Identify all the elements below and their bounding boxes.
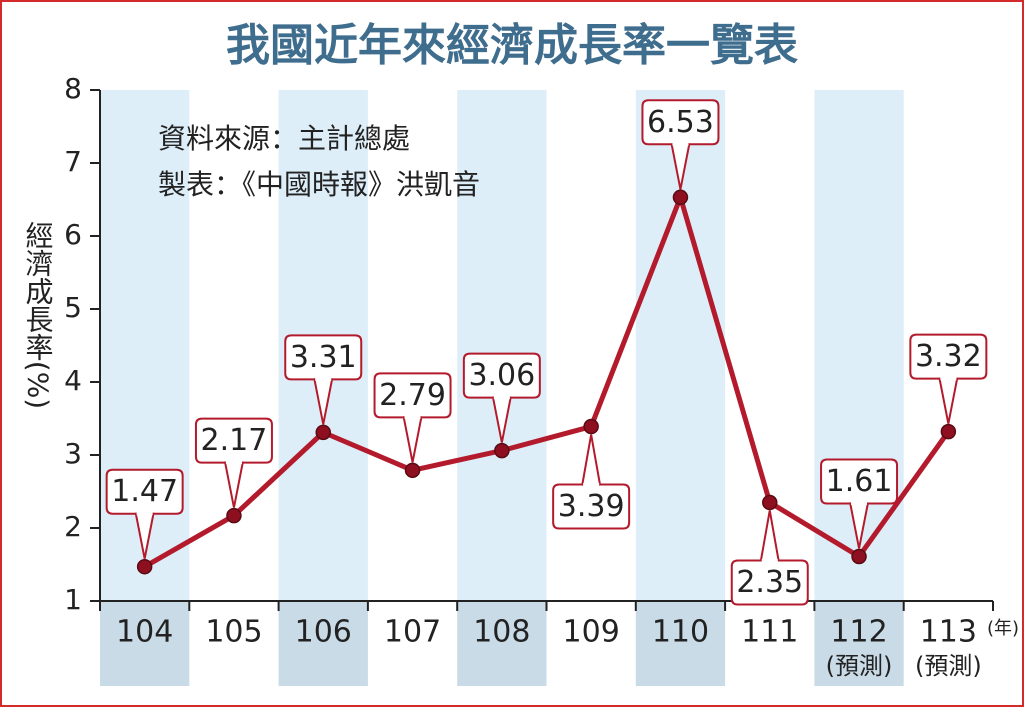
y-tick-label: 5 (64, 291, 82, 324)
note: 製表：《中國時報》洪凱音 (158, 168, 480, 201)
x-tick-label: 108 (473, 615, 530, 650)
x-tick-label: 112 (830, 615, 887, 650)
category-cell (814, 601, 904, 686)
x-tick-label: 111 (741, 615, 798, 650)
label-pointer (313, 378, 334, 425)
label-pointer (223, 461, 244, 508)
y-tick-label: 1 (64, 583, 82, 616)
label-callout (552, 483, 631, 530)
y-tick-label: 7 (64, 145, 82, 178)
label-callout (194, 417, 273, 464)
y-axis-label: 經濟成長率(%) (22, 220, 55, 409)
marker (494, 442, 510, 459)
x-tick-label: 105 (205, 615, 262, 650)
data-label: 3.06 (468, 358, 535, 393)
data-label: 3.32 (915, 339, 982, 374)
data-label: 2.17 (201, 423, 268, 458)
label-pointer (581, 434, 602, 486)
y-tick-label: 6 (64, 218, 82, 251)
marker (583, 418, 599, 435)
chart-title: 我國近年來經濟成長率一覽表 (226, 20, 798, 71)
label-pointer (849, 502, 870, 549)
x-tick-sublabel: (預測) (826, 652, 893, 680)
x-tick-sublabel: (預測) (915, 652, 982, 680)
y-tick-label: 3 (64, 437, 82, 470)
x-tick-label: 110 (652, 615, 709, 650)
marker (226, 507, 242, 524)
x-tick-label: 104 (116, 615, 173, 650)
data-label: 3.39 (558, 489, 625, 524)
marker (672, 189, 689, 206)
data-label: 3.31 (290, 340, 357, 375)
y-tick-label: 2 (64, 510, 82, 543)
x-unit: (年) (987, 618, 1019, 639)
x-tick-label: 107 (384, 615, 441, 650)
category-cell (100, 601, 190, 686)
label-pointer (670, 143, 691, 190)
label-callout (373, 372, 452, 419)
label-callout (641, 99, 720, 146)
label-pointer (491, 396, 512, 443)
label-pointer (134, 512, 155, 559)
label-callout (909, 333, 988, 380)
label-callout (820, 458, 899, 505)
column-band (457, 90, 547, 601)
marker (762, 494, 778, 511)
note: 資料來源：主計總處 (158, 122, 410, 155)
category-cell (278, 601, 368, 686)
category-cell (457, 601, 547, 686)
label-callout (284, 334, 363, 381)
label-pointer (402, 416, 423, 463)
data-label: 1.61 (826, 464, 893, 499)
marker (136, 558, 153, 575)
data-label: 2.35 (736, 565, 803, 600)
marker (404, 462, 421, 479)
data-label: 2.79 (379, 378, 446, 413)
series-line (143, 194, 951, 569)
category-cell (635, 601, 726, 686)
data-label: 6.53 (647, 105, 714, 140)
label-pointer (938, 377, 959, 424)
y-tick-label: 4 (64, 364, 82, 397)
x-tick-label: 113 (920, 615, 977, 650)
label-callout (462, 352, 541, 399)
x-tick-label: 109 (563, 615, 620, 650)
marker (851, 548, 867, 565)
label-callout (105, 468, 184, 515)
marker (315, 424, 331, 441)
x-tick-label: 106 (295, 615, 352, 650)
label-callout (730, 559, 809, 606)
data-label: 1.47 (111, 474, 178, 509)
marker (940, 423, 957, 440)
label-pointer (759, 510, 780, 562)
y-tick-label: 8 (64, 72, 82, 105)
